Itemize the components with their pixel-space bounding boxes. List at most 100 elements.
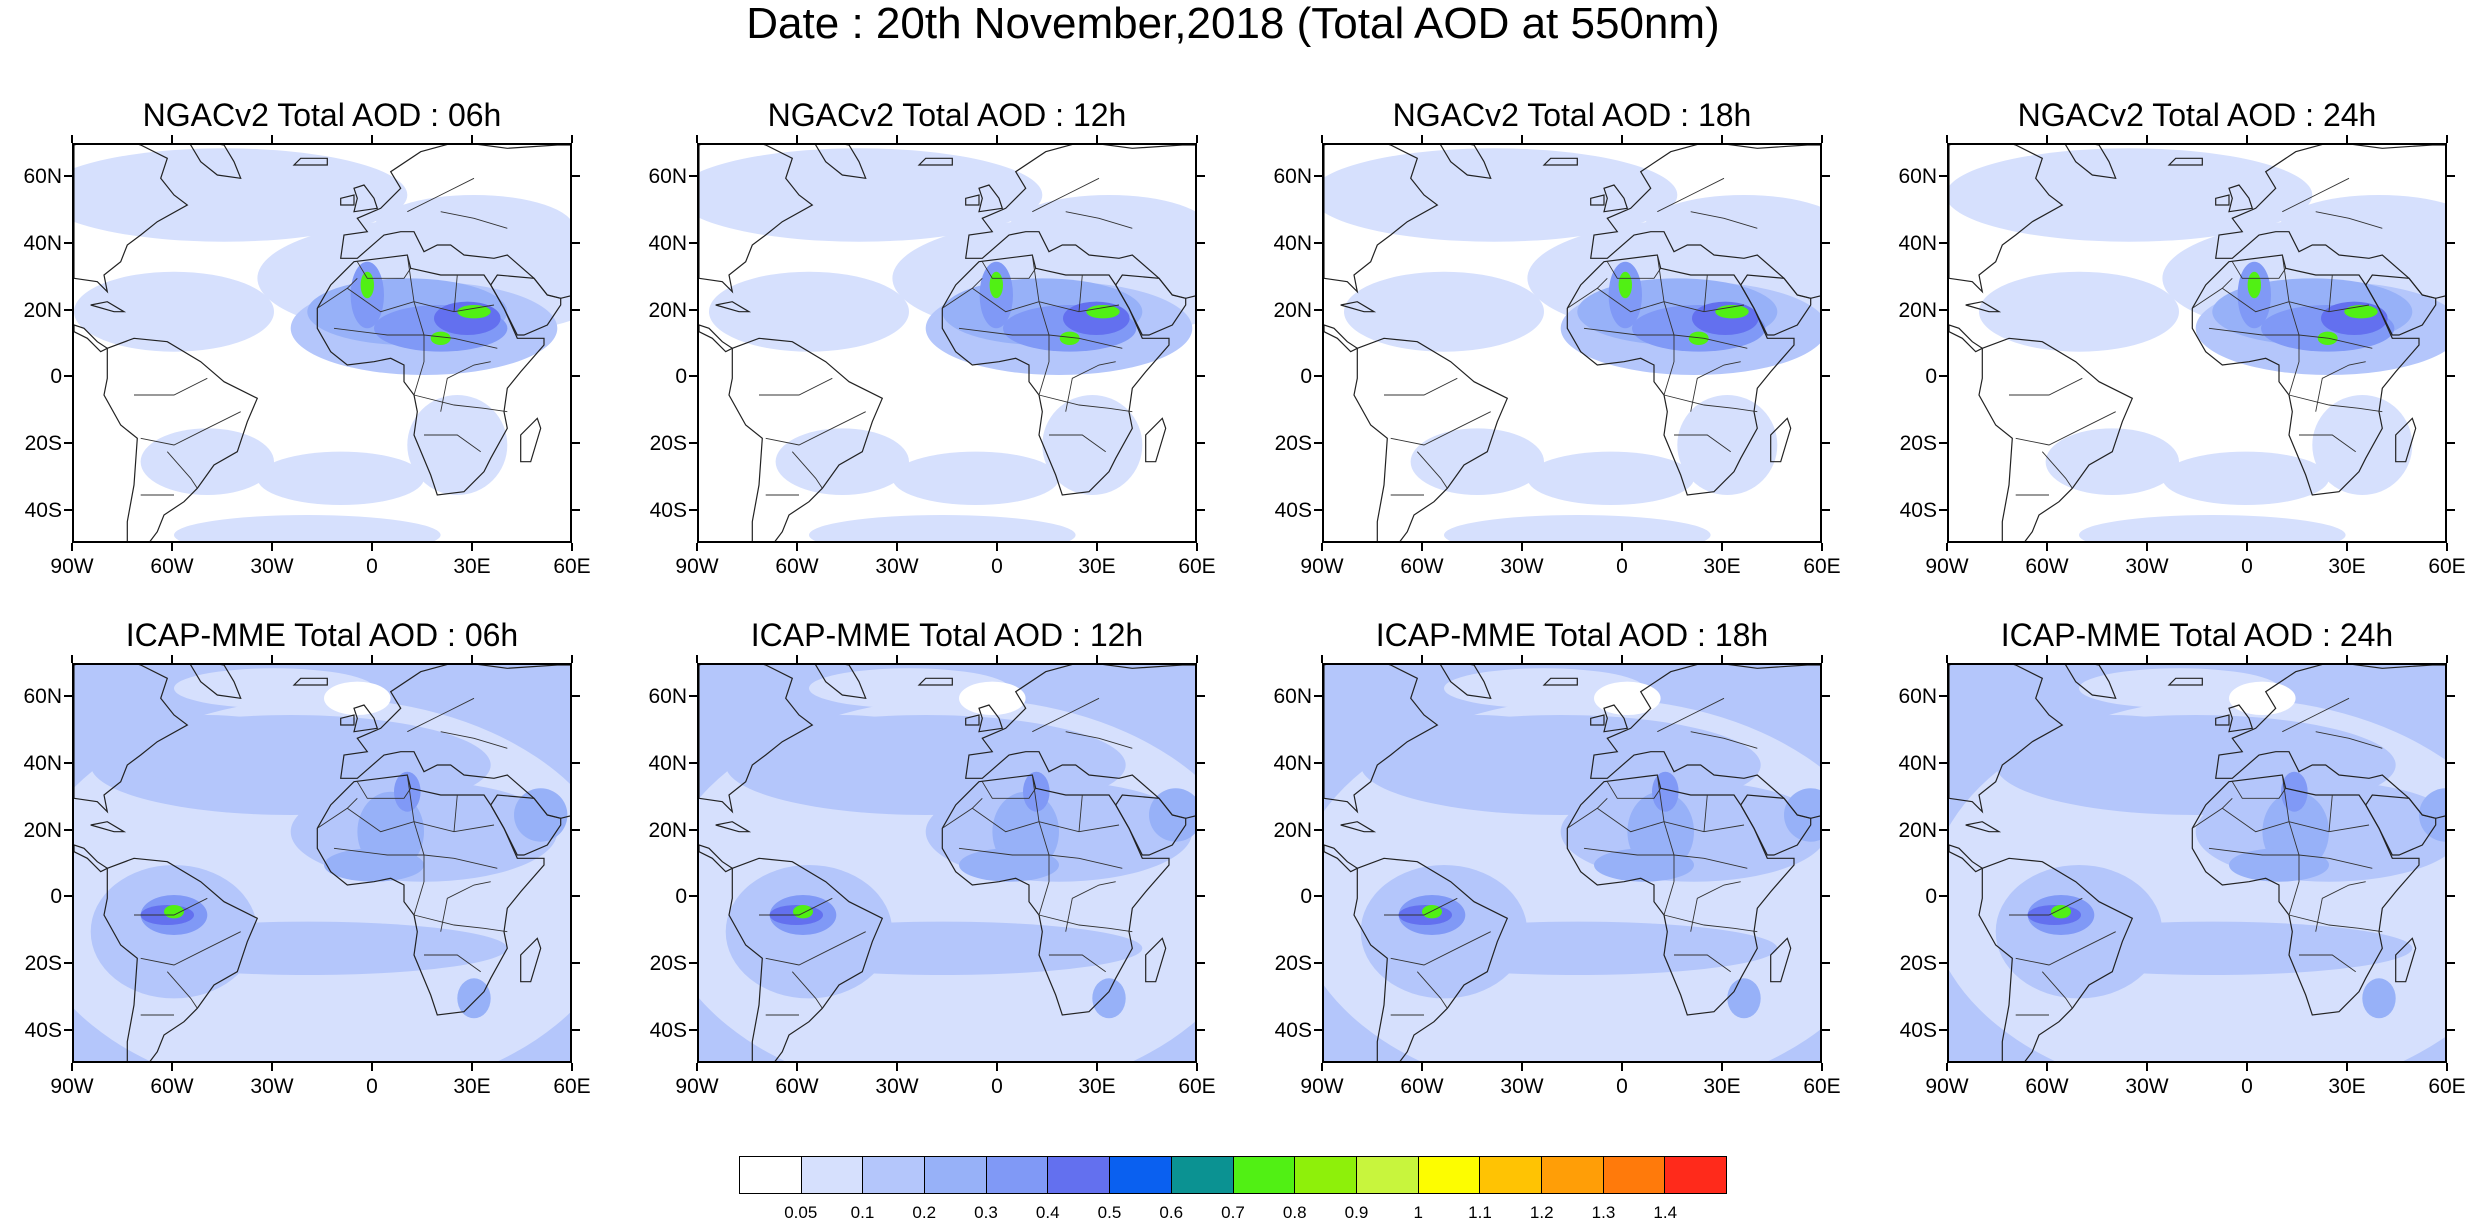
lat-tick xyxy=(1822,895,1830,898)
lon-tick xyxy=(1321,655,1323,663)
country-border xyxy=(2009,897,2083,916)
aod-map xyxy=(1949,145,2445,541)
lat-tick xyxy=(689,242,697,244)
country-border xyxy=(1065,881,1116,932)
lat-tick-label: 40S xyxy=(24,1018,62,1042)
aod-field-region xyxy=(257,451,424,505)
country-border xyxy=(317,797,358,829)
aod-field-region xyxy=(1059,331,1080,345)
coastline-iceland xyxy=(292,157,328,166)
coastline-cuba xyxy=(1340,821,1377,833)
panel-title: ICAP-MME Total AOD : 12h xyxy=(750,617,1144,653)
lon-tick-label: 30E xyxy=(1703,1075,1741,1098)
lat-tick-label: 40S xyxy=(1899,1018,1937,1042)
colorbar-box xyxy=(1541,1157,1604,1193)
country-border xyxy=(453,274,458,312)
lon-tick xyxy=(1621,543,1623,551)
map-frame xyxy=(1947,143,2447,543)
coastline-ireland xyxy=(2215,714,2230,726)
aod-field-region xyxy=(1344,271,1544,352)
lat-tick xyxy=(1822,442,1830,444)
aod-field-region xyxy=(809,515,1076,541)
coastline-cuba xyxy=(715,821,752,833)
map-panel: ICAP-MME Total AOD : 12h 60N 40N 20N 0 20S 40S… xyxy=(648,619,1215,1097)
coastline-cuba xyxy=(715,301,752,313)
coastline-north-america xyxy=(74,145,189,294)
lat-tick xyxy=(689,1028,697,1031)
aod-field-region xyxy=(324,681,391,715)
lon-tick xyxy=(371,135,373,143)
lon-tick xyxy=(1196,1063,1198,1071)
map-frame xyxy=(697,663,1197,1063)
aod-colorbar xyxy=(739,1156,1727,1194)
lat-tick xyxy=(689,762,697,764)
lon-tick-label: 30E xyxy=(2328,555,2366,578)
lon-tick xyxy=(171,543,173,551)
lat-tick-label: 40N xyxy=(1273,232,1312,255)
map-panel: ICAP-MME Total AOD : 24h 60N 40N 20N 0 20S 40S… xyxy=(1898,619,2465,1097)
coastline-madagascar xyxy=(520,417,542,463)
country-border xyxy=(424,954,481,973)
coastline-north-america xyxy=(1949,665,2064,814)
lon-tick xyxy=(471,135,473,143)
country-border xyxy=(1031,774,1050,916)
aod-field-region xyxy=(1377,715,1578,782)
lon-tick xyxy=(1821,543,1823,551)
lat-tick xyxy=(64,962,72,964)
country-border xyxy=(1038,914,1133,933)
aod-map xyxy=(1324,665,1820,1061)
coastline-central-america xyxy=(1324,324,1359,353)
coastline-africa xyxy=(1566,254,1795,496)
lat-tick xyxy=(1314,308,1322,311)
country-border xyxy=(1657,177,1725,213)
lon-tick xyxy=(2046,1063,2048,1071)
country-border xyxy=(166,971,198,1009)
lat-tick-label: 60N xyxy=(1273,165,1312,189)
lon-tick xyxy=(1946,655,1948,663)
lon-tick xyxy=(2246,1063,2248,1071)
lat-tick xyxy=(1314,175,1322,178)
map-frame xyxy=(697,143,1197,543)
coastline-madagascar xyxy=(520,937,542,983)
lon-tick-label: 0 xyxy=(991,555,1003,578)
coastline-cuba xyxy=(90,821,127,833)
map-panel: NGACv2 Total AOD : 24h 60N 40N 20N 0 20S 40S 90… xyxy=(1898,99,2465,577)
lon-tick xyxy=(371,655,373,663)
lon-tick-label: 60W xyxy=(775,1075,819,1098)
map-panel: ICAP-MME Total AOD : 18h 60N 40N 20N 0 20S 40S… xyxy=(1273,619,1840,1097)
colorbar-box xyxy=(1356,1157,1419,1193)
lon-tick-label: 60E xyxy=(2428,1075,2466,1098)
lat-tick-label: 20S xyxy=(649,952,687,975)
coastline-ireland xyxy=(340,194,355,206)
aod-field-region xyxy=(1444,515,1711,541)
country-border xyxy=(1049,434,1106,453)
map-frame xyxy=(72,143,572,543)
lat-tick xyxy=(2447,308,2455,311)
lat-tick xyxy=(689,375,697,378)
colorbar-label: 0.4 xyxy=(1035,1203,1060,1222)
lon-tick xyxy=(696,1063,698,1071)
lat-tick xyxy=(2447,1028,2455,1031)
colorbar-label: 0.5 xyxy=(1097,1203,1122,1222)
lat-tick xyxy=(572,175,580,178)
lat-tick xyxy=(572,1028,580,1031)
country-border xyxy=(407,697,475,733)
lon-tick xyxy=(2246,135,2248,143)
aod-field-region xyxy=(1410,428,1544,496)
colorbar-label: 0.7 xyxy=(1221,1203,1245,1222)
coastline-iceland xyxy=(2167,157,2203,166)
coastline-ireland xyxy=(340,714,355,726)
country-border xyxy=(424,434,481,453)
colorbar-box xyxy=(801,1157,864,1193)
colorbar-label: 0.9 xyxy=(1344,1203,1369,1222)
lat-tick xyxy=(1314,828,1322,831)
lon-tick xyxy=(1721,655,1723,663)
aod-field-region xyxy=(174,515,441,541)
coastline-uk xyxy=(978,704,1004,733)
lon-tick-label: 30E xyxy=(453,555,491,578)
country-border xyxy=(407,177,475,213)
aod-map xyxy=(74,665,570,1061)
coastline-greenland xyxy=(189,665,242,700)
lon-tick xyxy=(2246,655,2248,663)
lon-tick xyxy=(996,655,998,663)
